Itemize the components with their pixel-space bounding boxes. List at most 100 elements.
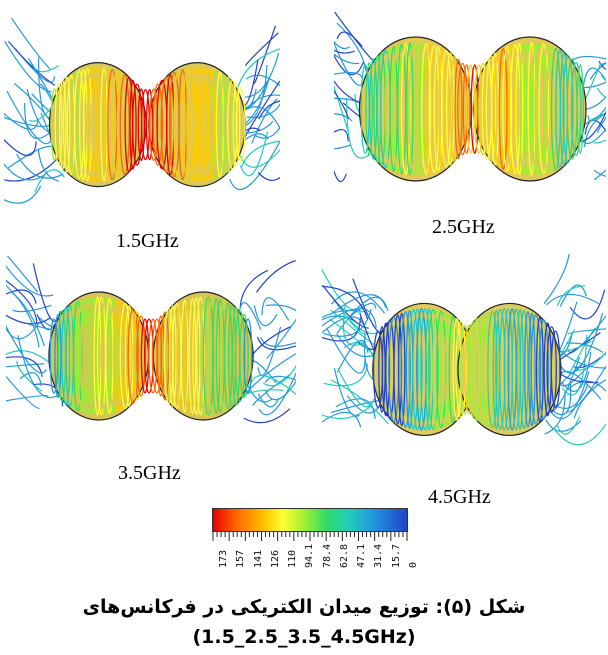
color-scale-tick-label: 15.7 [390, 543, 402, 568]
field-loop [535, 316, 544, 423]
outer-streamline [336, 31, 363, 47]
outer-streamline [593, 169, 606, 181]
field-loop [546, 326, 557, 413]
outer-streamline [252, 373, 292, 407]
field-loop [119, 303, 131, 409]
color-scale-tick-label: 78.4 [321, 543, 333, 568]
field-plot-4-5ghz [322, 254, 606, 476]
outer-streamline [334, 129, 349, 142]
field-loop [62, 76, 71, 173]
figure-caption: شکل (۵): توزیع میدان الکتریکی در فرکانس‌… [0, 592, 608, 652]
field-loop [454, 58, 463, 160]
outer-streamline [598, 61, 606, 65]
field-loop [137, 88, 146, 162]
field-loop [232, 83, 241, 166]
field-loop [54, 313, 62, 399]
color-scale-legend: 173 157 141 126 110 94.1 78.4 62.8 47.1 31.4 15.7 0 [212, 508, 419, 588]
outer-streamline [28, 324, 52, 331]
field-loop [538, 319, 550, 420]
outer-streamline [543, 254, 570, 305]
field-loop [519, 42, 528, 176]
outer-streamline [11, 17, 51, 70]
field-loop [432, 309, 443, 430]
outer-streamline [573, 379, 606, 419]
field-loop [195, 66, 204, 183]
outer-streamline [334, 49, 355, 54]
outer-streamline [334, 144, 351, 150]
field-loop [502, 46, 513, 172]
outer-streamline [566, 342, 604, 353]
outer-streamline [336, 22, 368, 74]
outer-streamline [258, 100, 280, 120]
outer-streamline [596, 87, 606, 99]
outer-streamline [236, 353, 296, 405]
field-loop [112, 299, 122, 413]
outer-streamline [245, 74, 280, 87]
field-loop [538, 43, 550, 175]
outer-streamline [567, 328, 606, 335]
outer-streamline [255, 260, 296, 293]
field-plot-3-5ghz [6, 256, 296, 456]
color-scale-tick-label: 141 [252, 549, 264, 568]
field-loop [576, 64, 584, 154]
outer-streamline [263, 364, 296, 387]
field-loop [152, 83, 164, 166]
outer-streamline [333, 368, 360, 417]
field-loop [182, 67, 191, 182]
field-loop [519, 309, 529, 429]
field-loop [223, 76, 234, 173]
outer-streamline [239, 131, 269, 177]
field-loop [493, 50, 505, 168]
outer-streamline [583, 112, 606, 148]
outer-streamline [559, 284, 587, 307]
outer-streamline [334, 11, 380, 67]
field-loop [365, 62, 374, 156]
field-loop [127, 308, 139, 404]
outer-streamline [6, 279, 38, 324]
field-loop [400, 42, 411, 176]
field-loop [406, 42, 414, 176]
outer-streamline [557, 416, 581, 435]
field-loop [54, 83, 63, 166]
outer-streamline [331, 291, 386, 314]
field-plot-2-5ghz [334, 10, 606, 208]
field-loop [408, 309, 419, 430]
outer-streamline [334, 84, 349, 132]
outer-streamline [556, 285, 585, 307]
outer-streamline [334, 169, 347, 183]
outer-streamline [593, 169, 606, 177]
outer-streamline [569, 289, 606, 320]
field-loop [144, 318, 155, 394]
field-loop [507, 44, 515, 174]
field-loop [103, 67, 113, 182]
color-scale-tick-label: 157 [235, 549, 247, 568]
field-loop [378, 326, 386, 413]
field-loop [485, 55, 497, 163]
field-loop [129, 79, 137, 170]
field-loop [570, 62, 582, 156]
outer-streamline [322, 411, 362, 428]
outer-streamline [323, 308, 372, 337]
field-loop [239, 313, 249, 399]
field-loop [530, 314, 542, 425]
field-loop [58, 79, 67, 170]
field-loop [119, 73, 130, 176]
frequency-label-3: 3.5GHz [118, 462, 181, 484]
color-scale-bar [212, 508, 408, 532]
field-loop [498, 47, 508, 171]
field-loop [546, 46, 558, 172]
outer-streamline [322, 284, 369, 329]
field-loop [468, 321, 477, 418]
outer-streamline [239, 269, 269, 308]
outer-streamline [4, 157, 59, 182]
outer-streamline [16, 360, 43, 392]
field-loop [188, 297, 197, 415]
outer-streamline [255, 125, 280, 139]
field-plot-1-5ghz [4, 8, 280, 220]
outer-streamline [17, 335, 65, 399]
outer-streamline [582, 67, 606, 87]
caption-line-1: شکل (۵): توزیع میدان الکتریکی در فرکانس‌… [82, 596, 526, 618]
field-loop [462, 64, 471, 154]
outer-streamline [330, 294, 387, 335]
field-loop [397, 43, 407, 175]
